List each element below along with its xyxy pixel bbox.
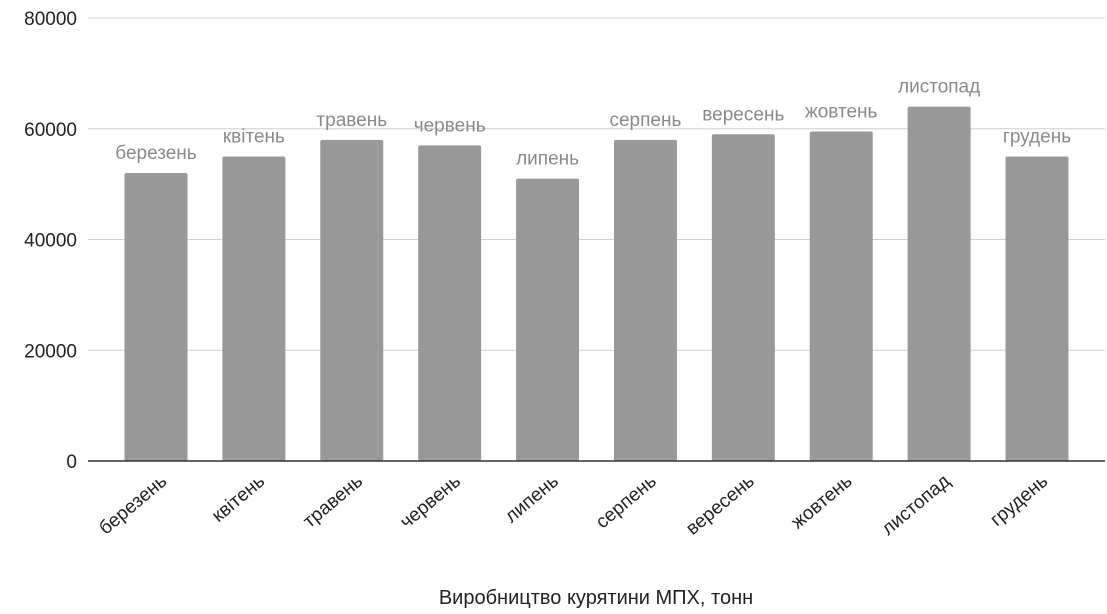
y-tick-label: 80000	[24, 9, 77, 30]
bar	[1005, 156, 1069, 461]
x-category-label: липень	[501, 471, 563, 528]
data-label: травень	[316, 110, 387, 131]
data-label: червень	[414, 115, 486, 136]
data-label: вересень	[702, 104, 784, 125]
x-category-label: серпень	[592, 471, 661, 533]
y-tick-label: 0	[66, 452, 77, 473]
x-axis-title: Виробництво курятини МПХ, тонн	[439, 587, 753, 609]
x-category-label: вересень	[682, 471, 758, 540]
x-category-label: квітень	[208, 471, 269, 527]
data-label: грудень	[1003, 126, 1071, 147]
data-label: жовтень	[805, 102, 878, 123]
y-tick-label: 40000	[24, 231, 77, 252]
x-category-label: червень	[396, 471, 465, 533]
bar	[516, 178, 580, 461]
bar	[711, 134, 775, 461]
bar	[418, 145, 482, 462]
y-tick-label: 60000	[24, 120, 77, 141]
data-label: квітень	[223, 126, 285, 147]
bar	[613, 139, 677, 461]
bar	[124, 173, 188, 462]
x-category-label: листопад	[878, 471, 954, 540]
x-category-label: жовтень	[787, 471, 856, 534]
y-tick-label: 20000	[24, 341, 77, 362]
x-category-label: травень	[299, 471, 367, 533]
bar	[809, 131, 873, 462]
bar	[907, 106, 971, 461]
data-label: липень	[516, 149, 579, 170]
x-category-label: березень	[95, 471, 171, 539]
data-label: серпень	[609, 110, 681, 131]
data-label: листопад	[898, 77, 980, 98]
bar	[222, 156, 286, 461]
x-category-label: грудень	[986, 471, 1052, 531]
data-labels: березень квітень травень червень липень серпе…	[115, 77, 1071, 170]
y-axis-ticks: 0 20000 40000 60000 80000	[24, 9, 77, 473]
bar	[320, 139, 384, 461]
x-axis-category-labels: березень квітень травень червень липень серпе…	[95, 471, 1052, 540]
data-label: березень	[115, 143, 197, 164]
bars	[124, 106, 1069, 462]
